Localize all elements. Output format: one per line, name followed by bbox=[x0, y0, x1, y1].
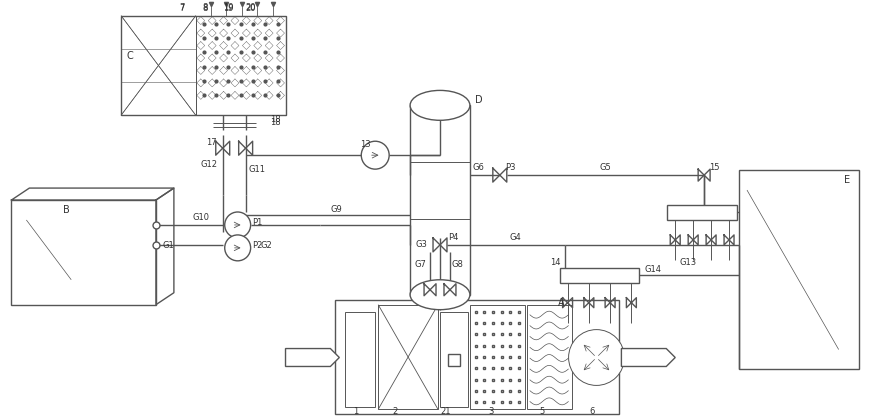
Text: 5: 5 bbox=[540, 407, 545, 416]
Text: 20: 20 bbox=[245, 3, 256, 12]
Text: G10: G10 bbox=[192, 213, 210, 222]
Text: 19: 19 bbox=[223, 4, 233, 13]
Text: G8: G8 bbox=[452, 260, 464, 269]
Bar bbox=[560, 268, 639, 283]
Text: G9: G9 bbox=[330, 205, 342, 214]
Bar bbox=[345, 312, 375, 407]
Text: G5: G5 bbox=[600, 163, 611, 172]
Text: 17: 17 bbox=[206, 138, 216, 147]
Circle shape bbox=[569, 330, 624, 386]
Text: 15: 15 bbox=[709, 163, 720, 172]
Polygon shape bbox=[622, 349, 675, 367]
Bar bbox=[121, 16, 285, 116]
Text: B: B bbox=[63, 205, 70, 215]
Bar bbox=[440, 312, 468, 407]
Text: 18: 18 bbox=[270, 118, 281, 127]
Bar bbox=[196, 16, 285, 116]
Bar bbox=[11, 200, 156, 304]
Text: 19: 19 bbox=[223, 3, 233, 12]
Bar bbox=[470, 304, 525, 410]
Text: G6: G6 bbox=[473, 163, 485, 172]
Text: G4: G4 bbox=[509, 233, 522, 242]
Text: G7: G7 bbox=[414, 260, 426, 269]
Bar bbox=[739, 170, 858, 370]
Text: P1: P1 bbox=[252, 218, 262, 227]
Text: G1: G1 bbox=[163, 241, 175, 250]
Text: 3: 3 bbox=[487, 407, 494, 416]
Text: C: C bbox=[126, 50, 132, 60]
Text: G12: G12 bbox=[200, 160, 218, 169]
Text: 8: 8 bbox=[203, 3, 208, 12]
Text: 7: 7 bbox=[179, 4, 185, 13]
Circle shape bbox=[361, 141, 389, 169]
Text: 6: 6 bbox=[590, 407, 595, 416]
Text: P3: P3 bbox=[505, 163, 516, 172]
Text: 14: 14 bbox=[549, 258, 560, 267]
Text: P2: P2 bbox=[252, 241, 262, 250]
Text: 20: 20 bbox=[245, 4, 256, 13]
Ellipse shape bbox=[410, 280, 470, 310]
Text: P4: P4 bbox=[448, 233, 458, 242]
Bar bbox=[668, 205, 737, 220]
Bar bbox=[527, 304, 571, 410]
Text: G11: G11 bbox=[249, 165, 266, 174]
Polygon shape bbox=[285, 349, 339, 367]
Text: 18: 18 bbox=[270, 116, 281, 124]
Text: E: E bbox=[843, 175, 849, 185]
Text: G3: G3 bbox=[415, 240, 427, 249]
Text: 1: 1 bbox=[353, 407, 358, 416]
Bar bbox=[410, 105, 470, 295]
Text: 13: 13 bbox=[360, 140, 371, 149]
Text: 8: 8 bbox=[203, 4, 208, 13]
Circle shape bbox=[224, 235, 251, 261]
Bar bbox=[336, 300, 619, 414]
Text: G2: G2 bbox=[260, 241, 272, 250]
Bar bbox=[121, 16, 196, 116]
Ellipse shape bbox=[410, 90, 470, 120]
Text: G14: G14 bbox=[645, 265, 661, 274]
Text: D: D bbox=[475, 95, 482, 105]
Text: A: A bbox=[558, 298, 564, 308]
Text: 7: 7 bbox=[179, 3, 185, 12]
Circle shape bbox=[224, 212, 251, 238]
Text: G13: G13 bbox=[679, 258, 697, 267]
Text: 2: 2 bbox=[392, 407, 397, 416]
Text: 21: 21 bbox=[440, 407, 450, 416]
Bar bbox=[378, 304, 438, 410]
